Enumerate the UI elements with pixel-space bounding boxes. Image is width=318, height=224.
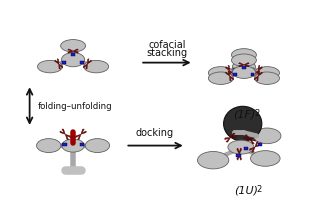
Polygon shape (76, 134, 81, 140)
Ellipse shape (253, 128, 281, 144)
Polygon shape (238, 62, 244, 67)
Polygon shape (237, 148, 242, 154)
Ellipse shape (84, 60, 109, 73)
Polygon shape (68, 49, 73, 53)
Polygon shape (250, 139, 256, 144)
Polygon shape (244, 57, 249, 62)
Polygon shape (258, 71, 262, 76)
Ellipse shape (62, 139, 84, 152)
Ellipse shape (255, 67, 280, 79)
Polygon shape (60, 129, 65, 134)
Polygon shape (225, 71, 230, 76)
Ellipse shape (232, 54, 256, 67)
Polygon shape (225, 138, 231, 142)
Ellipse shape (251, 151, 280, 166)
Polygon shape (81, 129, 86, 134)
Ellipse shape (197, 151, 229, 169)
Text: (1F): (1F) (233, 109, 255, 119)
Polygon shape (87, 59, 91, 64)
Polygon shape (230, 71, 234, 76)
Ellipse shape (85, 139, 110, 153)
Polygon shape (254, 71, 258, 76)
Polygon shape (230, 76, 234, 81)
Polygon shape (59, 64, 63, 69)
FancyBboxPatch shape (62, 61, 66, 64)
FancyBboxPatch shape (71, 53, 75, 56)
Polygon shape (258, 65, 262, 71)
FancyBboxPatch shape (80, 143, 84, 146)
Ellipse shape (61, 40, 86, 52)
Ellipse shape (232, 66, 255, 78)
FancyBboxPatch shape (242, 66, 246, 69)
Ellipse shape (232, 61, 255, 73)
Ellipse shape (38, 60, 62, 73)
Polygon shape (250, 147, 255, 152)
FancyBboxPatch shape (251, 73, 254, 76)
Text: docking: docking (136, 128, 174, 138)
Polygon shape (244, 135, 250, 139)
Polygon shape (83, 64, 87, 69)
Polygon shape (255, 142, 260, 147)
Text: (1U): (1U) (234, 185, 258, 195)
Ellipse shape (232, 49, 256, 61)
Text: 2: 2 (254, 109, 259, 118)
Polygon shape (244, 62, 249, 67)
Ellipse shape (224, 106, 262, 141)
FancyBboxPatch shape (236, 154, 240, 157)
Text: cofacial: cofacial (148, 40, 186, 50)
FancyBboxPatch shape (258, 143, 262, 146)
Text: stacking: stacking (146, 48, 188, 58)
FancyBboxPatch shape (244, 146, 248, 150)
Polygon shape (65, 134, 71, 140)
Ellipse shape (208, 67, 233, 79)
FancyBboxPatch shape (233, 73, 237, 76)
Ellipse shape (255, 72, 280, 84)
Ellipse shape (61, 53, 85, 67)
Polygon shape (73, 49, 79, 53)
Polygon shape (55, 59, 59, 64)
Polygon shape (225, 65, 230, 71)
Text: folding–unfolding: folding–unfolding (38, 101, 112, 111)
FancyBboxPatch shape (233, 68, 237, 70)
FancyBboxPatch shape (62, 143, 66, 146)
Polygon shape (231, 133, 237, 138)
Polygon shape (237, 154, 242, 160)
Ellipse shape (208, 72, 233, 84)
Ellipse shape (228, 140, 254, 154)
Ellipse shape (37, 139, 61, 153)
FancyBboxPatch shape (242, 61, 246, 64)
Text: 2: 2 (256, 185, 261, 194)
Polygon shape (238, 57, 244, 62)
FancyBboxPatch shape (251, 68, 254, 70)
Polygon shape (254, 76, 258, 81)
FancyBboxPatch shape (80, 61, 84, 64)
